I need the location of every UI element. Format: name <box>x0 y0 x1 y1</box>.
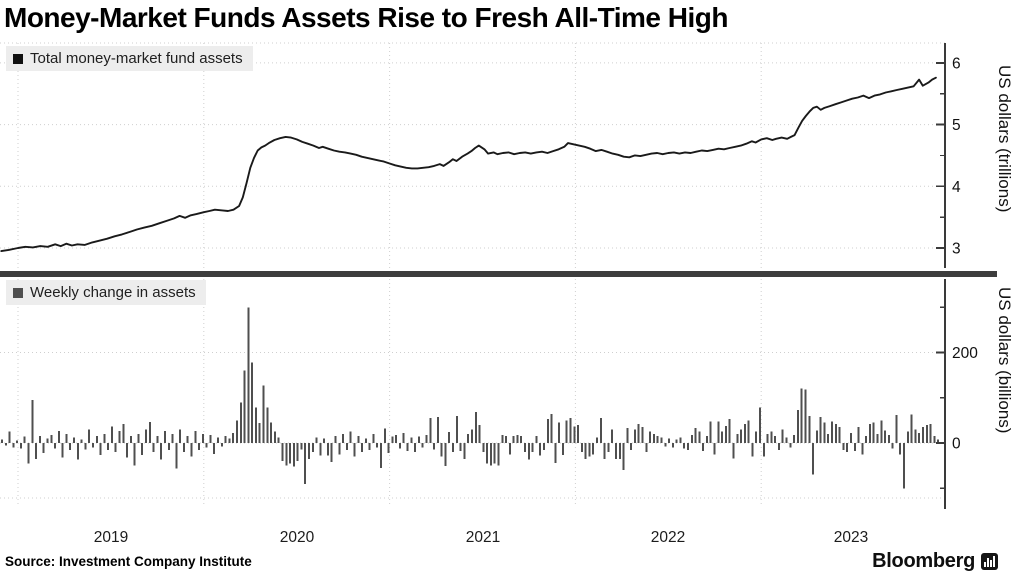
legend-swatch-gray-icon <box>13 288 23 298</box>
svg-text:5: 5 <box>952 117 961 134</box>
legend-total-assets-label: Total money-market fund assets <box>30 50 243 67</box>
panel-divider <box>0 271 997 277</box>
x-tick-2021: 2021 <box>466 529 500 547</box>
y-tick-labels: 3 4 5 6 0 200 <box>952 55 978 452</box>
svg-text:6: 6 <box>952 55 961 72</box>
x-tick-2022: 2022 <box>651 529 685 547</box>
x-tick-2023: 2023 <box>834 529 868 547</box>
legend-weekly-change-label: Weekly change in assets <box>30 284 196 301</box>
x-tick-2019: 2019 <box>94 529 128 547</box>
legend-swatch-black-icon <box>13 54 23 64</box>
svg-text:4: 4 <box>952 179 961 196</box>
bloomberg-logo: Bloomberg <box>872 550 998 573</box>
bloomberg-chart-page: Money-Market Funds Assets Rise to Fresh … <box>0 0 1024 576</box>
source-credit: Source: Investment Company Institute <box>5 554 252 569</box>
svg-text:0: 0 <box>952 436 961 453</box>
y-axis-label-trillions: US dollars (trillions) <box>994 65 1014 212</box>
total-assets-line <box>1 78 936 251</box>
x-tick-2020: 2020 <box>280 529 314 547</box>
legend-total-assets: Total money-market fund assets <box>6 46 253 71</box>
weekly-change-bars <box>1 307 939 488</box>
svg-text:3: 3 <box>952 241 961 258</box>
equalizer-bars-icon <box>981 553 998 570</box>
svg-text:200: 200 <box>952 345 978 362</box>
y-axis-label-billions: US dollars (billions) <box>994 287 1014 433</box>
bloomberg-wordmark: Bloomberg <box>872 550 975 573</box>
legend-weekly-change: Weekly change in assets <box>6 280 206 305</box>
